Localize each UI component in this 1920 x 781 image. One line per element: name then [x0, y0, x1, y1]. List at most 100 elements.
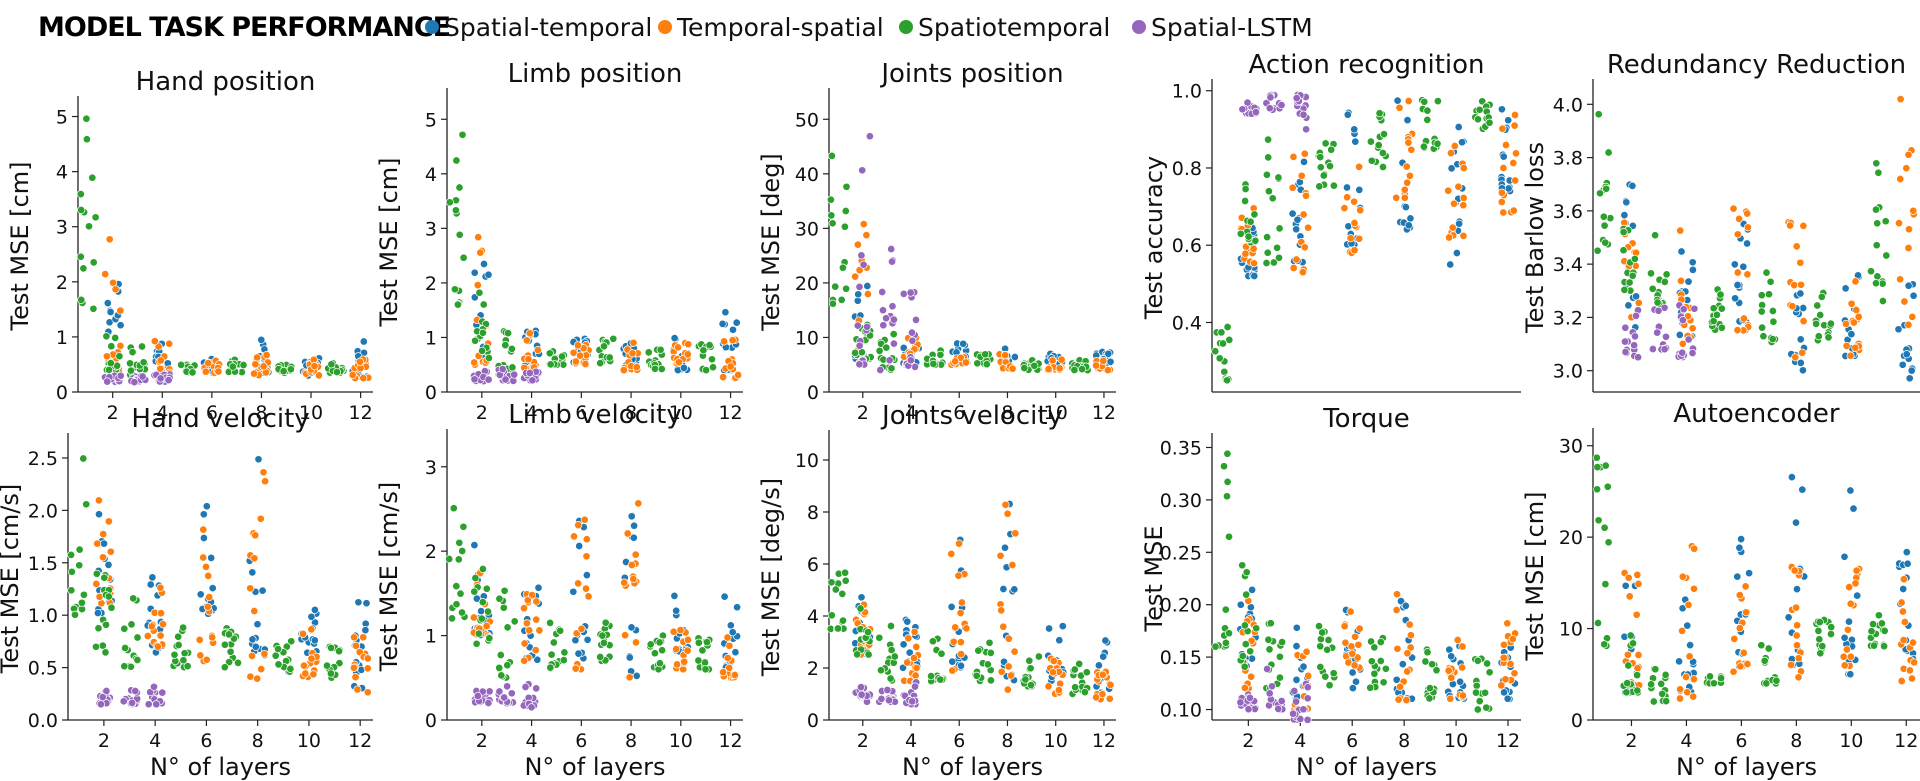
point-temporal-spatial: [623, 529, 632, 538]
point-spatial-lstm: [1688, 348, 1697, 358]
point-spatiotemporal: [82, 500, 91, 509]
point-spatiotemporal: [1599, 212, 1608, 221]
point-temporal-spatial: [1846, 652, 1855, 661]
point-spatiotemporal: [1662, 697, 1671, 706]
x-tick-label: 4: [149, 730, 161, 752]
point-spatiotemporal: [67, 586, 76, 595]
point-temporal-spatial: [1506, 659, 1515, 669]
point-spatiotemporal: [1080, 688, 1089, 697]
y-tick-label: 4: [56, 162, 68, 184]
point-temporal-spatial: [954, 571, 963, 580]
point-temporal-spatial: [1897, 598, 1906, 607]
point-spatial-temporal: [1010, 352, 1019, 362]
y-tick-label: 30: [1559, 436, 1583, 458]
point-spatial-lstm: [877, 694, 886, 703]
y-tick-label: 3.6: [1553, 201, 1583, 223]
point-spatiotemporal: [702, 638, 712, 647]
point-temporal-spatial: [204, 359, 213, 368]
point-spatial-temporal: [1446, 260, 1455, 269]
point-spatiotemporal: [1366, 137, 1375, 146]
point-temporal-spatial: [997, 606, 1006, 615]
point-spatiotemporal: [1223, 322, 1232, 332]
y-tick-label: 2: [425, 541, 437, 563]
point-spatiotemporal: [1716, 290, 1725, 299]
point-temporal-spatial: [1444, 186, 1453, 195]
point-temporal-spatial: [1049, 656, 1058, 666]
y-tick-label: 3.8: [1553, 148, 1583, 170]
point-spatial-temporal: [1350, 125, 1359, 134]
point-temporal-spatial: [730, 670, 739, 680]
point-spatiotemporal: [1658, 689, 1667, 698]
point-spatial-temporal: [1094, 661, 1103, 670]
point-temporal-spatial: [719, 668, 728, 677]
point-spatial-temporal: [1846, 670, 1855, 679]
point-spatiotemporal: [1593, 485, 1602, 494]
point-spatial-temporal: [947, 602, 956, 611]
legend-label-spatiotemporal: Spatiotemporal: [918, 13, 1110, 42]
point-spatiotemporal: [1246, 217, 1255, 226]
legend-marker-temporal-spatial: [658, 20, 672, 34]
point-temporal-spatial: [956, 608, 965, 618]
point-temporal-spatial: [1445, 233, 1454, 242]
point-temporal-spatial: [855, 266, 864, 275]
y-tick-label: 0: [56, 382, 68, 404]
x-tick-label: 10: [1044, 730, 1068, 752]
point-temporal-spatial: [1057, 355, 1066, 364]
point-spatiotemporal: [1428, 660, 1437, 669]
point-spatiotemporal: [1323, 645, 1332, 654]
point-spatial-temporal: [1401, 601, 1410, 610]
point-spatial-temporal: [1904, 281, 1913, 290]
point-temporal-spatial: [1497, 197, 1506, 207]
point-spatial-temporal: [670, 334, 679, 343]
point-temporal-spatial: [1004, 662, 1013, 671]
point-temporal-spatial: [1632, 610, 1641, 619]
legend-label-spatial-temporal: Spatial-temporal: [444, 13, 652, 42]
y-axis-label: Test MSE [deg/s]: [757, 478, 785, 677]
point-spatiotemporal: [482, 584, 491, 593]
point-temporal-spatial: [1842, 645, 1851, 654]
point-temporal-spatial: [631, 638, 641, 647]
point-temporal-spatial: [143, 631, 152, 641]
point-spatiotemporal: [274, 644, 283, 654]
point-spatial-lstm: [882, 314, 891, 323]
y-tick-label: 0.15: [1160, 647, 1202, 669]
point-temporal-spatial: [1048, 356, 1057, 365]
x-tick-label: 10: [297, 730, 321, 752]
point-spatial-lstm: [1660, 345, 1669, 354]
point-temporal-spatial: [1508, 634, 1517, 644]
point-spatial-temporal: [1447, 164, 1456, 173]
point-spatial-lstm: [1684, 335, 1693, 344]
point-spatiotemporal: [986, 648, 995, 657]
point-spatial-lstm: [1303, 694, 1312, 703]
point-spatial-temporal: [1392, 675, 1401, 684]
point-spatial-temporal: [1403, 116, 1412, 125]
point-spatiotemporal: [483, 607, 493, 616]
point-temporal-spatial: [1099, 356, 1108, 365]
point-spatial-temporal: [1101, 636, 1110, 645]
point-spatial-temporal: [479, 259, 489, 269]
point-temporal-spatial: [580, 515, 589, 524]
point-spatiotemporal: [125, 359, 135, 368]
point-spatiotemporal: [1824, 333, 1833, 342]
point-spatiotemporal: [559, 656, 568, 665]
point-temporal-spatial: [1348, 649, 1357, 658]
point-temporal-spatial: [1289, 152, 1298, 161]
point-temporal-spatial: [1298, 268, 1307, 277]
point-spatial-temporal: [1853, 591, 1862, 600]
point-spatial-temporal: [1730, 260, 1739, 269]
point-spatial-temporal: [1792, 585, 1802, 594]
point-spatiotemporal: [67, 550, 76, 559]
points: [1211, 90, 1521, 385]
point-temporal-spatial: [1840, 661, 1849, 670]
point-spatiotemporal: [707, 355, 717, 364]
x-tick-label: 4: [1294, 730, 1306, 752]
point-spatiotemporal: [1757, 307, 1766, 316]
y-tick-label: 20: [795, 273, 819, 295]
legend-item-spatiotemporal: Spatiotemporal: [899, 13, 1110, 42]
point-spatiotemporal: [1619, 228, 1628, 237]
point-temporal-spatial: [195, 635, 204, 644]
point-spatial-temporal: [1406, 214, 1415, 223]
point-spatial-lstm: [857, 690, 866, 699]
point-temporal-spatial: [298, 629, 308, 638]
point-spatial-temporal: [310, 636, 319, 645]
